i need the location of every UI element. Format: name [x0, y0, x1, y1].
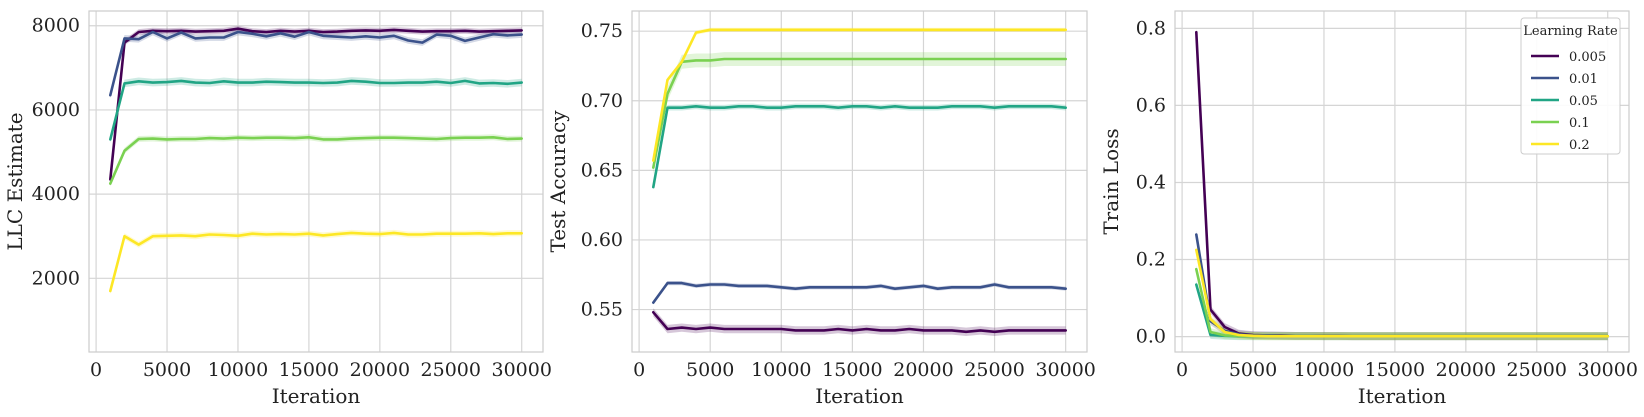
legend-title: Learning Rate [1523, 24, 1618, 39]
chart-panel-3: 0 5000 10000 15000 20000 25000 30000 0.0 0.2 0.4 0… [1099, 10, 1638, 408]
series-band-0.2 [653, 27, 1066, 163]
y-axis-label: LLC Estimate [3, 112, 27, 250]
series-line-0.2 [109, 231, 524, 293]
x-axis-label: Iteration [1358, 384, 1447, 408]
series-band-0.1 [1196, 265, 1608, 341]
x-tick-label: 5000 [1229, 359, 1277, 381]
y-tick-label: 0.2 [1136, 249, 1166, 271]
series-line-0.01 [651, 281, 1067, 304]
legend-item: 0.005 [1569, 50, 1606, 65]
series-line-0.005 [651, 310, 1067, 334]
x-axis-label: Iteration [815, 384, 904, 408]
chart-panel-2: 0 5000 10000 15000 20000 25000 30000 0.55 0.60 0.… [546, 10, 1096, 408]
legend: Learning Rate 0.005 0.01 0.05 0.1 0.2 [1520, 17, 1621, 155]
series-line-0.2 [1195, 248, 1609, 338]
series-band-0.005 [110, 25, 522, 183]
plot-frame [1174, 10, 1630, 353]
y-tick-label: 0.8 [1136, 17, 1166, 39]
x-tick-label: 20000 [893, 359, 953, 381]
y-tick-label: 0.70 [581, 90, 623, 112]
series-band-0.05 [653, 103, 1066, 190]
x-tick-label: 5000 [143, 359, 191, 381]
series-band-0.1 [110, 134, 522, 187]
series-line-0.1 [1195, 267, 1609, 338]
x-tick-label: 0 [1176, 359, 1188, 381]
x-tick-label: 25000 [421, 359, 481, 381]
y-tick-label: 4000 [32, 183, 80, 205]
legend-item: 0.1 [1569, 116, 1590, 131]
series-line-0.01 [109, 30, 524, 97]
plot-frame [631, 10, 1088, 353]
x-tick-label: 15000 [822, 359, 882, 381]
y-tick-label: 6000 [32, 99, 80, 121]
y-tick-label: 0.75 [581, 20, 623, 42]
series-line-0.05 [109, 79, 524, 141]
y-tick-label: 0.65 [581, 159, 623, 181]
series-band-0.2 [110, 229, 522, 294]
legend-item: 0.01 [1569, 72, 1598, 87]
y-tick-label: 8000 [32, 15, 80, 37]
series-line-0.005 [109, 27, 524, 181]
y-axis-label: Test Accuracy [546, 110, 570, 253]
x-tick-label: 15000 [1365, 359, 1425, 381]
y-tick-label: 0.6 [1136, 94, 1166, 116]
series-line-0.01 [1195, 233, 1609, 338]
x-tick-label: 25000 [1507, 359, 1567, 381]
x-tick-label: 5000 [686, 359, 734, 381]
x-tick-label: 30000 [491, 359, 551, 381]
x-tick-label: 0 [633, 359, 645, 381]
x-tick-label: 10000 [208, 359, 268, 381]
series-line-0.1 [109, 136, 524, 185]
y-tick-label: 2000 [32, 267, 80, 289]
series-line-0.2 [651, 28, 1067, 162]
x-tick-label: 0 [90, 359, 102, 381]
x-tick-label: 30000 [1577, 359, 1637, 381]
x-axis-label: Iteration [272, 384, 361, 408]
x-tick-label: 15000 [279, 359, 339, 381]
series-band-0.01 [1196, 230, 1608, 341]
chart-panel-1: 0 5000 10000 15000 20000 25000 30000 2000 4000 60… [3, 10, 552, 408]
legend-item: 0.05 [1569, 94, 1598, 109]
legend-item: 0.2 [1569, 138, 1590, 153]
legend-frame [1520, 17, 1621, 155]
x-tick-label: 20000 [350, 359, 410, 381]
plot-frame [88, 10, 544, 353]
y-tick-label: 0.0 [1136, 326, 1166, 348]
x-tick-label: 30000 [1035, 359, 1095, 381]
x-tick-label: 10000 [1294, 359, 1354, 381]
series-band-0.1 [653, 52, 1066, 175]
series-line-0.05 [1195, 283, 1609, 338]
series-band-0.01 [110, 28, 522, 99]
y-tick-label: 0.60 [581, 229, 623, 251]
series-line-0.05 [651, 105, 1067, 189]
x-tick-label: 10000 [751, 359, 811, 381]
y-tick-label: 0.55 [581, 299, 623, 321]
x-tick-label: 20000 [1436, 359, 1496, 381]
x-tick-label: 25000 [964, 359, 1024, 381]
series-line-0.1 [651, 57, 1067, 169]
y-tick-label: 0.4 [1136, 171, 1166, 193]
y-axis-label: Train Loss [1099, 128, 1123, 234]
series-band-0.05 [1196, 280, 1608, 341]
